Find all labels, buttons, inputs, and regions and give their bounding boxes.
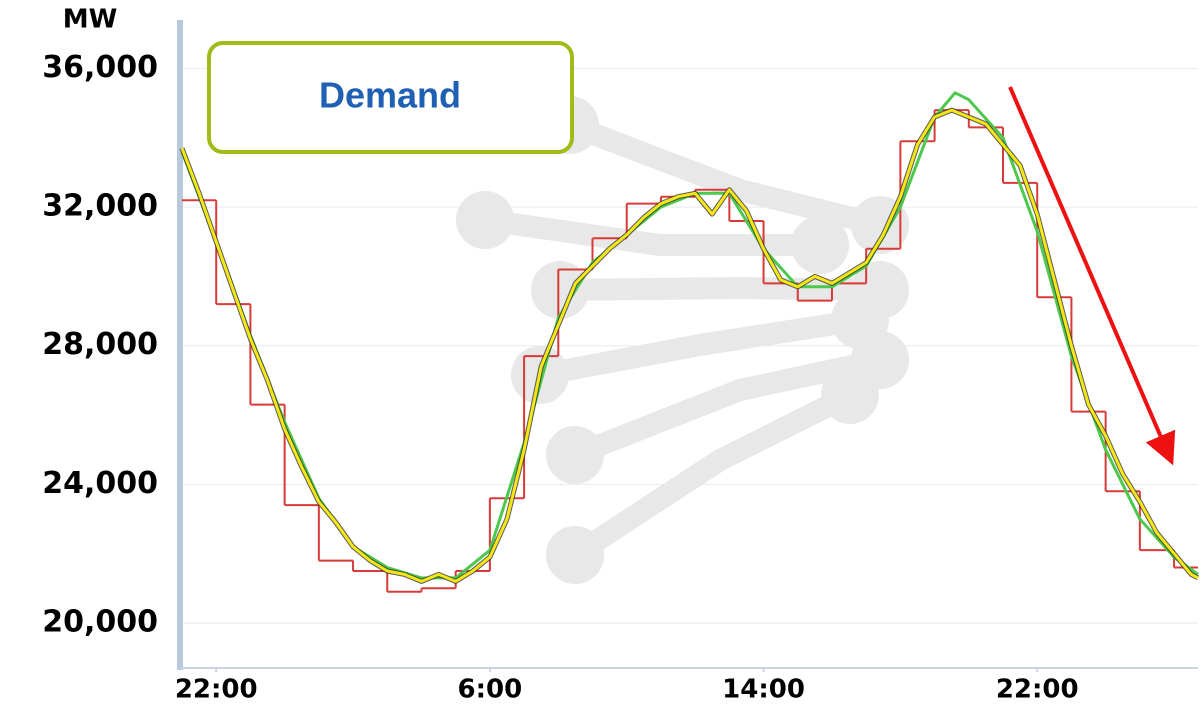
x-tick-label: 22:00 (996, 675, 1079, 705)
trend-arrow (1008, 86, 1176, 466)
x-tick-label: 6:00 (458, 675, 523, 705)
y-tick-label: 28,000 (42, 327, 158, 362)
grid (182, 68, 1198, 672)
y-tick-label: 32,000 (42, 189, 158, 224)
y-tick-label: 24,000 (42, 466, 158, 501)
x-tick-label: 22:00 (175, 675, 258, 705)
y-tick-label: 20,000 (42, 604, 158, 639)
plot (179, 91, 1200, 593)
annotation: Demand (319, 75, 461, 116)
y-axis (177, 20, 183, 670)
line (180, 108, 1199, 583)
watermark (456, 96, 909, 584)
x-tick-label: 14:00 (722, 675, 805, 705)
annotation-box (207, 41, 574, 154)
y-tick-label: 36,000 (42, 50, 158, 85)
y-axis-label: MW (63, 5, 118, 35)
